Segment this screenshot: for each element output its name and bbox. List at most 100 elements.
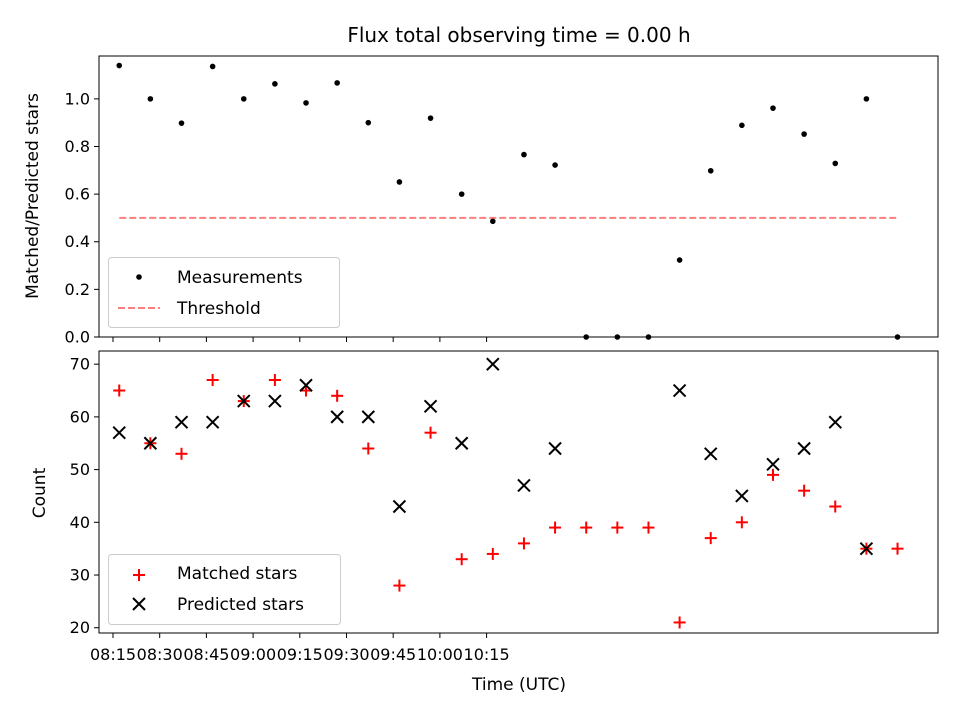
matched-star-point [673,616,686,629]
legend-marker-matched-stars [133,569,145,581]
x-tick-label: 08:15 [90,645,136,664]
top-legend: Measurements Threshold [108,257,340,328]
matched-star-point [704,532,717,545]
legend-marker-measurements [136,274,142,280]
top-y-tick-label: 0.6 [65,185,90,204]
predicted-star-point [330,410,344,424]
bottom-y-tick-label: 70 [70,355,90,374]
matched-star-point [175,447,188,460]
matched-star-point [393,579,406,592]
measurement-point [894,334,901,340]
predicted-star-point [859,541,874,556]
bottom-y-tick-label: 20 [70,618,90,637]
matched-star-point [580,521,593,534]
top-y-tick-label: 0.2 [65,280,90,299]
top-y-axis: 0.0 0.2 0.4 0.6 0.8 1.0 [65,89,99,347]
predicted-star-point [174,415,189,429]
bottom-plot-area [112,357,904,629]
measurement-point [801,131,807,137]
matched-star-point [611,521,624,534]
predicted-star-point [735,489,749,503]
chart-title: Flux total observing time = 0.00 h [347,23,690,47]
top-y-tick-label: 0.8 [65,137,90,156]
predicted-star-point [423,399,438,414]
x-tick-label: 10:00 [417,645,463,664]
x-tick-label: 08:45 [183,645,229,664]
matched-star-point [642,521,655,534]
measurement-point [832,160,839,167]
matched-star-point [767,468,780,481]
measurement-point [583,334,590,340]
matched-star-point [424,426,437,439]
measurement-point [490,218,496,225]
x-tick-label: 10:15 [464,645,510,664]
top-y-axis-label: Matched/Predicted stars [23,93,43,299]
matched-star-point [268,373,281,386]
predicted-star-point [361,410,375,424]
predicted-star-point [237,394,251,408]
matched-star-point [331,389,344,402]
x-tick-label: 08:30 [137,645,183,664]
predicted-star-point [112,425,126,440]
measurement-point [334,80,340,86]
bottom-y-axis-label: Count [30,467,50,518]
x-tick-label: 09:00 [230,645,276,664]
bottom-axes-frame [98,350,939,634]
top-y-tick-label: 1.0 [65,89,90,108]
predicted-star-point [205,415,220,429]
matched-star-point [486,547,499,560]
legend-label-measurements: Measurements [177,268,303,288]
measurement-point [396,179,403,185]
predicted-star-point [392,499,407,514]
bottom-y-tick-label: 30 [70,566,90,585]
top-x-axis [112,337,488,342]
top-y-tick-label: 0.4 [65,232,90,251]
measurement-point [147,96,154,102]
predicted-star-point [268,394,282,408]
matched-star-point [455,553,468,566]
predicted-star-point [797,441,811,456]
measurement-point [707,167,714,174]
measurement-point [739,122,745,129]
measurement-point [272,81,278,87]
measurement-point [240,96,247,102]
legend-label-threshold: Threshold [176,299,261,319]
matched-star-point [735,516,748,529]
bottom-y-tick-label: 60 [70,407,90,426]
top-plot-area [116,62,901,340]
measurement-point [863,96,870,102]
matched-star-point [798,484,811,497]
predicted-star-point [766,457,780,472]
x-tick-label: 09:45 [370,645,416,664]
matched-star-point [549,521,562,534]
predicted-star-point [672,383,687,398]
measurement-point [427,115,434,121]
matched-star-point [891,542,904,555]
predicted-star-point [548,441,562,456]
x-tick-label: 09:30 [323,645,369,664]
matched-star-point [113,384,126,397]
bottom-legend: Matched stars Predicted stars [108,554,341,625]
measurement-point [676,257,683,263]
legend-label-matched-stars: Matched stars [177,564,297,584]
predicted-star-point [828,415,842,429]
measurement-point [116,62,123,69]
measurement-point [552,162,558,168]
predicted-star-point [486,357,500,371]
legend-label-predicted-stars: Predicted stars [177,595,304,615]
matched-star-point [206,373,219,386]
matched-star-point [362,442,375,455]
top-y-tick-label: 0.0 [65,328,90,347]
measurement-point [521,151,527,158]
x-axis-label: Time (UTC) [471,675,566,695]
bottom-y-tick-label: 50 [70,460,90,479]
measurement-point [645,334,652,340]
measurement-point [458,191,465,197]
bottom-x-axis: 08:15 08:30 08:45 09:00 09:15 09:30 09:45 10:00… [90,633,510,664]
measurement-point [209,63,216,70]
bottom-y-axis: 20 30 40 50 60 70 [70,355,99,637]
predicted-star-point [454,436,469,450]
legend-marker-predicted-stars [132,597,146,611]
predicted-star-point [143,436,158,450]
